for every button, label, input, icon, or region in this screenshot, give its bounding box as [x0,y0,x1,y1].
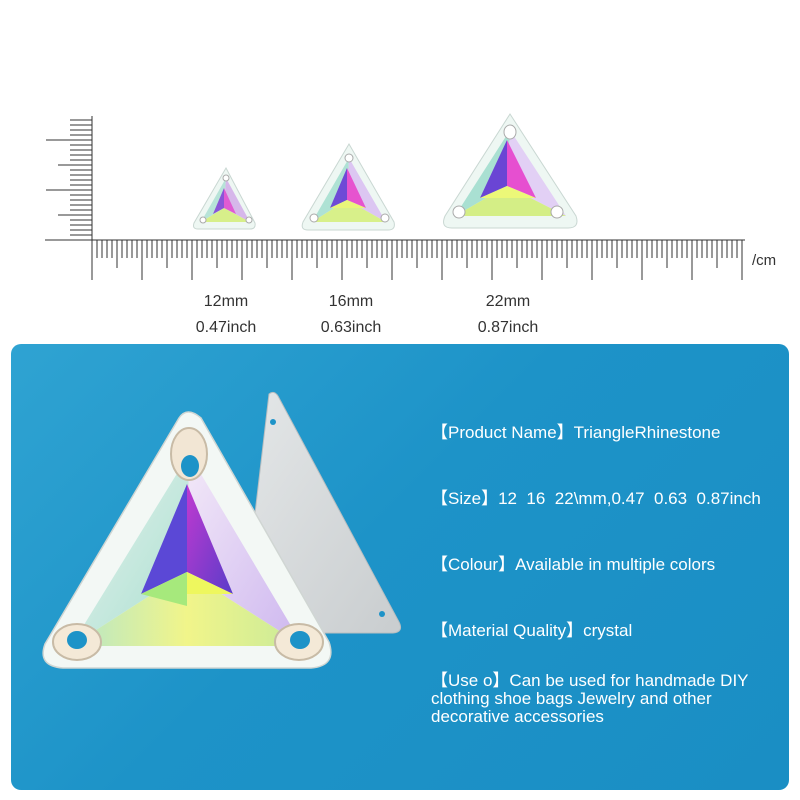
spec-key: 【Use o】 [431,671,510,690]
size-mm-text: 16mm [328,293,374,310]
spec-key: 【Size】 [431,489,499,508]
spec-value: crystal [583,621,633,640]
size-label-22mm: 22mm 0.87inch [448,289,568,341]
ruler-unit-label: /cm [752,252,777,269]
size-label-12mm: 12mm 0.47inch [166,289,286,341]
product-image [42,391,401,669]
rhinestone-12mm-image [193,166,256,230]
size-mm-text: 12mm [203,293,249,310]
spec-use: 【Use o】Can be used for handmade DIY clot… [431,672,781,726]
size-inch-text: 0.63inch [320,319,382,336]
size-label-16mm: 16mm 0.63inch [291,289,411,341]
spec-key: 【Product Name】 [431,423,574,442]
spec-colour: 【Colour】Available in multiple colors [431,556,781,574]
rhinestone-16mm-image [301,143,395,231]
spec-size: 【Size】12 16 22\mm,0.47 0.63 0.87inch [431,490,781,508]
size-inch-text: 0.87inch [477,319,539,336]
size-inch-text: 0.47inch [195,319,257,336]
measuring-ruler [45,113,745,280]
size-mm-text: 22mm [485,293,531,310]
spec-material: 【Material Quality】crystal [431,622,781,640]
spec-value: TriangleRhinestone [573,423,721,442]
spec-key: 【Material Quality】 [431,621,584,640]
spec-value: Available in multiple colors [515,555,716,574]
spec-value: 12 16 22\mm,0.47 0.63 0.87inch [498,489,761,508]
spec-key: 【Colour】 [431,555,516,574]
spec-value: Can be used for handmade DIY clothing sh… [431,671,753,726]
spec-product-name: 【Product Name】TriangleRhinestone [431,424,781,442]
size-comparison-area: /cm 12mm 0.47inch 16mm 0.63inch 22mm 0.8… [0,0,800,340]
product-info-panel: 【Product Name】TriangleRhinestone 【Size】1… [11,344,789,790]
rhinestone-22mm-image [443,113,578,229]
